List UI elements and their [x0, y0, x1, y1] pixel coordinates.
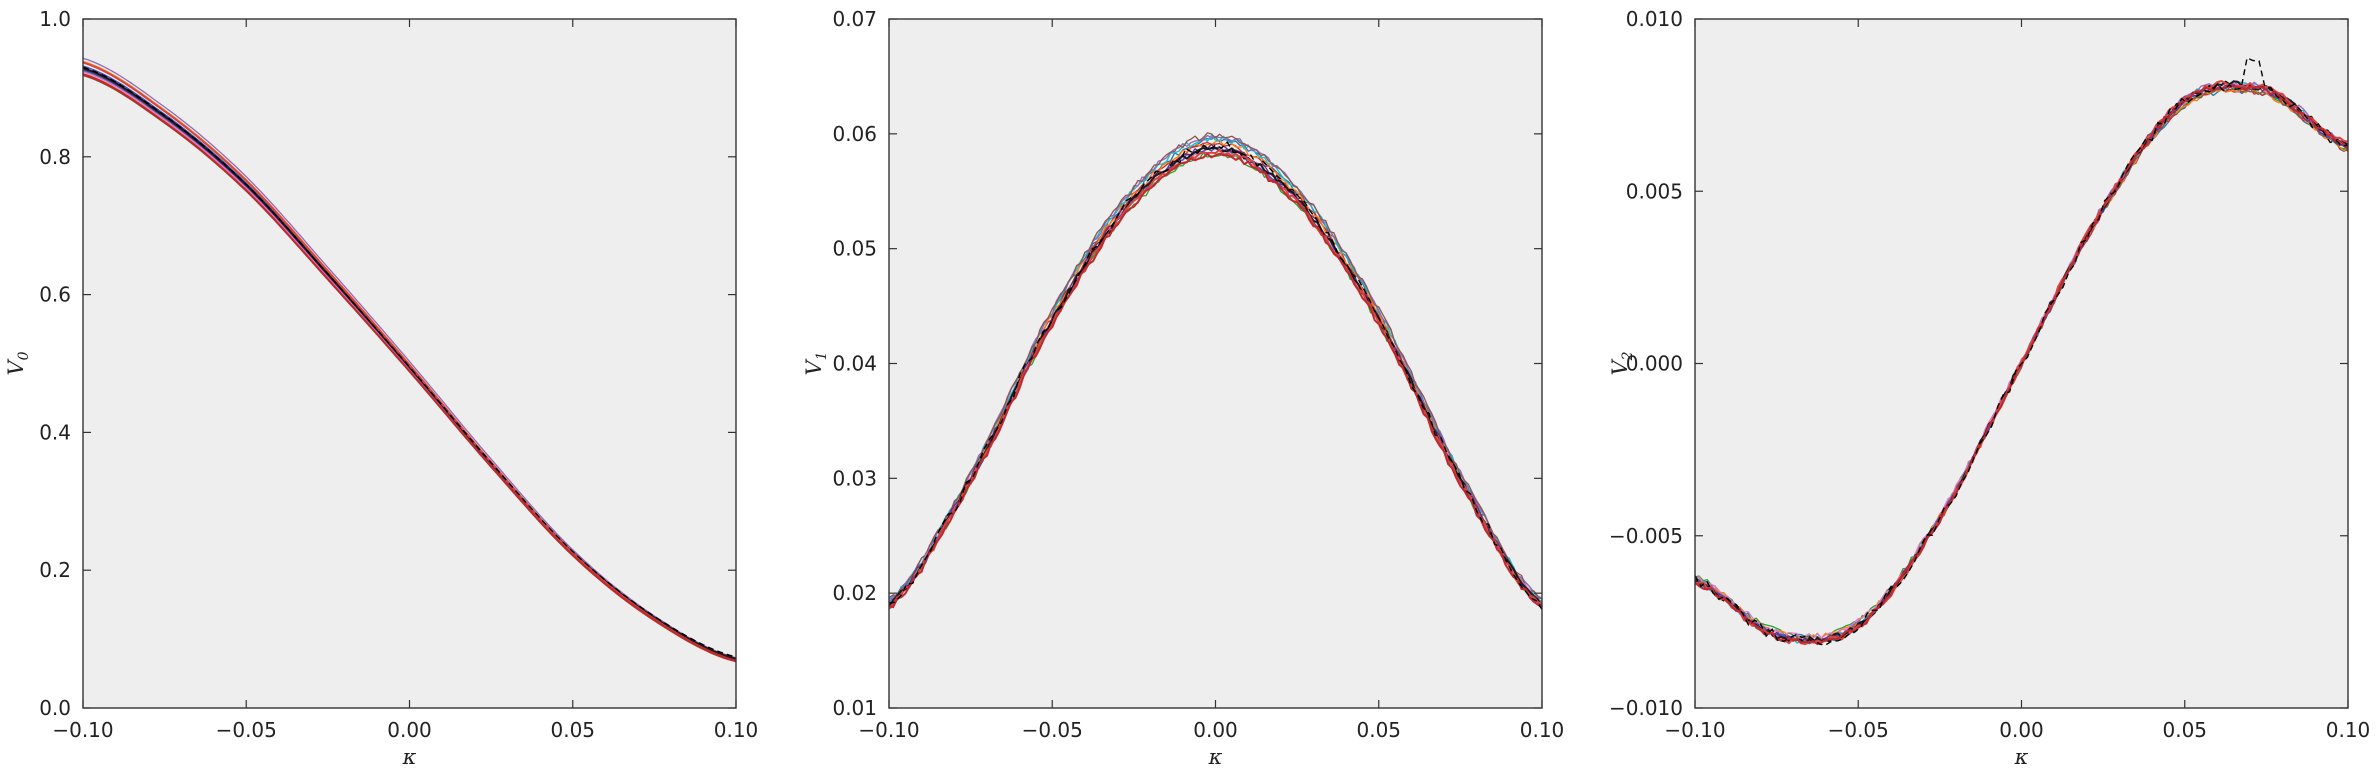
plot-area — [889, 19, 1542, 708]
series-line-12 — [889, 152, 1542, 609]
y-tick-label: 0.02 — [832, 581, 877, 605]
x-tick-label: 0.05 — [2162, 718, 2207, 742]
series-line-5 — [889, 134, 1542, 605]
series-line-11 — [83, 61, 736, 662]
y-tick-label: 0.010 — [1626, 7, 1683, 31]
y-tick-label: 0.8 — [39, 145, 71, 169]
series-line-11 — [1695, 80, 2348, 646]
y-axis-label: V1 — [802, 351, 830, 375]
chart-panel-1: −0.10 −0.05 0.00 0.05 0.10 0.01 0.02 0.03 0.04 0.… — [802, 7, 1564, 769]
y-tick-label: 0.4 — [39, 420, 71, 444]
reference-dashed-line — [83, 66, 736, 658]
y-axis-label-main: V — [1608, 359, 1632, 376]
x-tick-label: −0.05 — [216, 718, 277, 742]
x-tick-label: 0.00 — [1193, 718, 1238, 742]
series-line-5 — [83, 57, 736, 659]
series-line-12 — [1695, 84, 2348, 646]
y-axis-label-main: V — [4, 359, 28, 376]
x-tick-label: 0.05 — [1356, 718, 1401, 742]
x-tick-label: −0.05 — [1828, 718, 1889, 742]
curves-group — [83, 57, 736, 663]
y-axis-label: V0 — [4, 351, 32, 375]
x-axis-label: κ — [1208, 745, 1223, 769]
curves-group — [889, 132, 1542, 610]
y-axis-label-subscript: 0 — [16, 351, 32, 360]
x-tick-label: 0.00 — [1999, 718, 2044, 742]
chart-panel-2: −0.10 −0.05 0.00 0.05 0.10 −0.010 −0.005 0.000 0… — [1608, 7, 2370, 769]
x-axis-label: κ — [402, 745, 417, 769]
x-tick-label: 0.10 — [714, 718, 759, 742]
y-tick-label: −0.005 — [1609, 524, 1683, 548]
x-tick-label: −0.05 — [1022, 718, 1083, 742]
x-tick-label: −0.10 — [1664, 718, 1725, 742]
curves-group — [1695, 56, 2348, 646]
x-tick-label: 0.00 — [387, 718, 432, 742]
y-axis-label-main: V — [802, 359, 826, 376]
y-tick-label: 0.005 — [1626, 179, 1683, 203]
y-tick-label: 0.03 — [832, 466, 877, 490]
y-tick-label: 0.0 — [39, 696, 71, 720]
chart-panel-0: −0.10 −0.05 0.00 0.05 0.10 0.0 0.2 0.4 0.6 0.8 1.0… — [4, 7, 758, 769]
y-tick-label: 0.2 — [39, 558, 71, 582]
reference-dashed-line — [1695, 56, 2348, 646]
y-axis-label-subscript: 2 — [1620, 351, 1636, 361]
y-tick-label: 1.0 — [39, 7, 71, 31]
x-tick-label: −0.10 — [858, 718, 919, 742]
series-line-6 — [889, 132, 1542, 600]
x-axis-label: κ — [2014, 745, 2029, 769]
y-axis-label-subscript: 1 — [814, 351, 830, 360]
x-tick-label: 0.10 — [2326, 718, 2371, 742]
y-tick-label: 0.000 — [1626, 352, 1683, 376]
series-line-12 — [83, 73, 736, 662]
x-tick-label: 0.05 — [550, 718, 595, 742]
x-tick-label: 0.10 — [1520, 718, 1565, 742]
y-tick-label: −0.010 — [1609, 696, 1683, 720]
y-axis-label: V2 — [1608, 351, 1636, 375]
y-tick-label: 0.07 — [832, 7, 877, 31]
y-tick-label: 0.04 — [832, 352, 877, 376]
series-line-11 — [889, 148, 1542, 609]
y-tick-label: 0.06 — [832, 122, 877, 146]
series-line-3 — [889, 139, 1542, 608]
y-tick-label: 0.01 — [832, 696, 877, 720]
y-tick-label: 0.05 — [832, 237, 877, 261]
reference-dashed-line — [889, 141, 1542, 610]
y-tick-label: 0.6 — [39, 283, 71, 307]
x-tick-label: −0.10 — [52, 718, 113, 742]
